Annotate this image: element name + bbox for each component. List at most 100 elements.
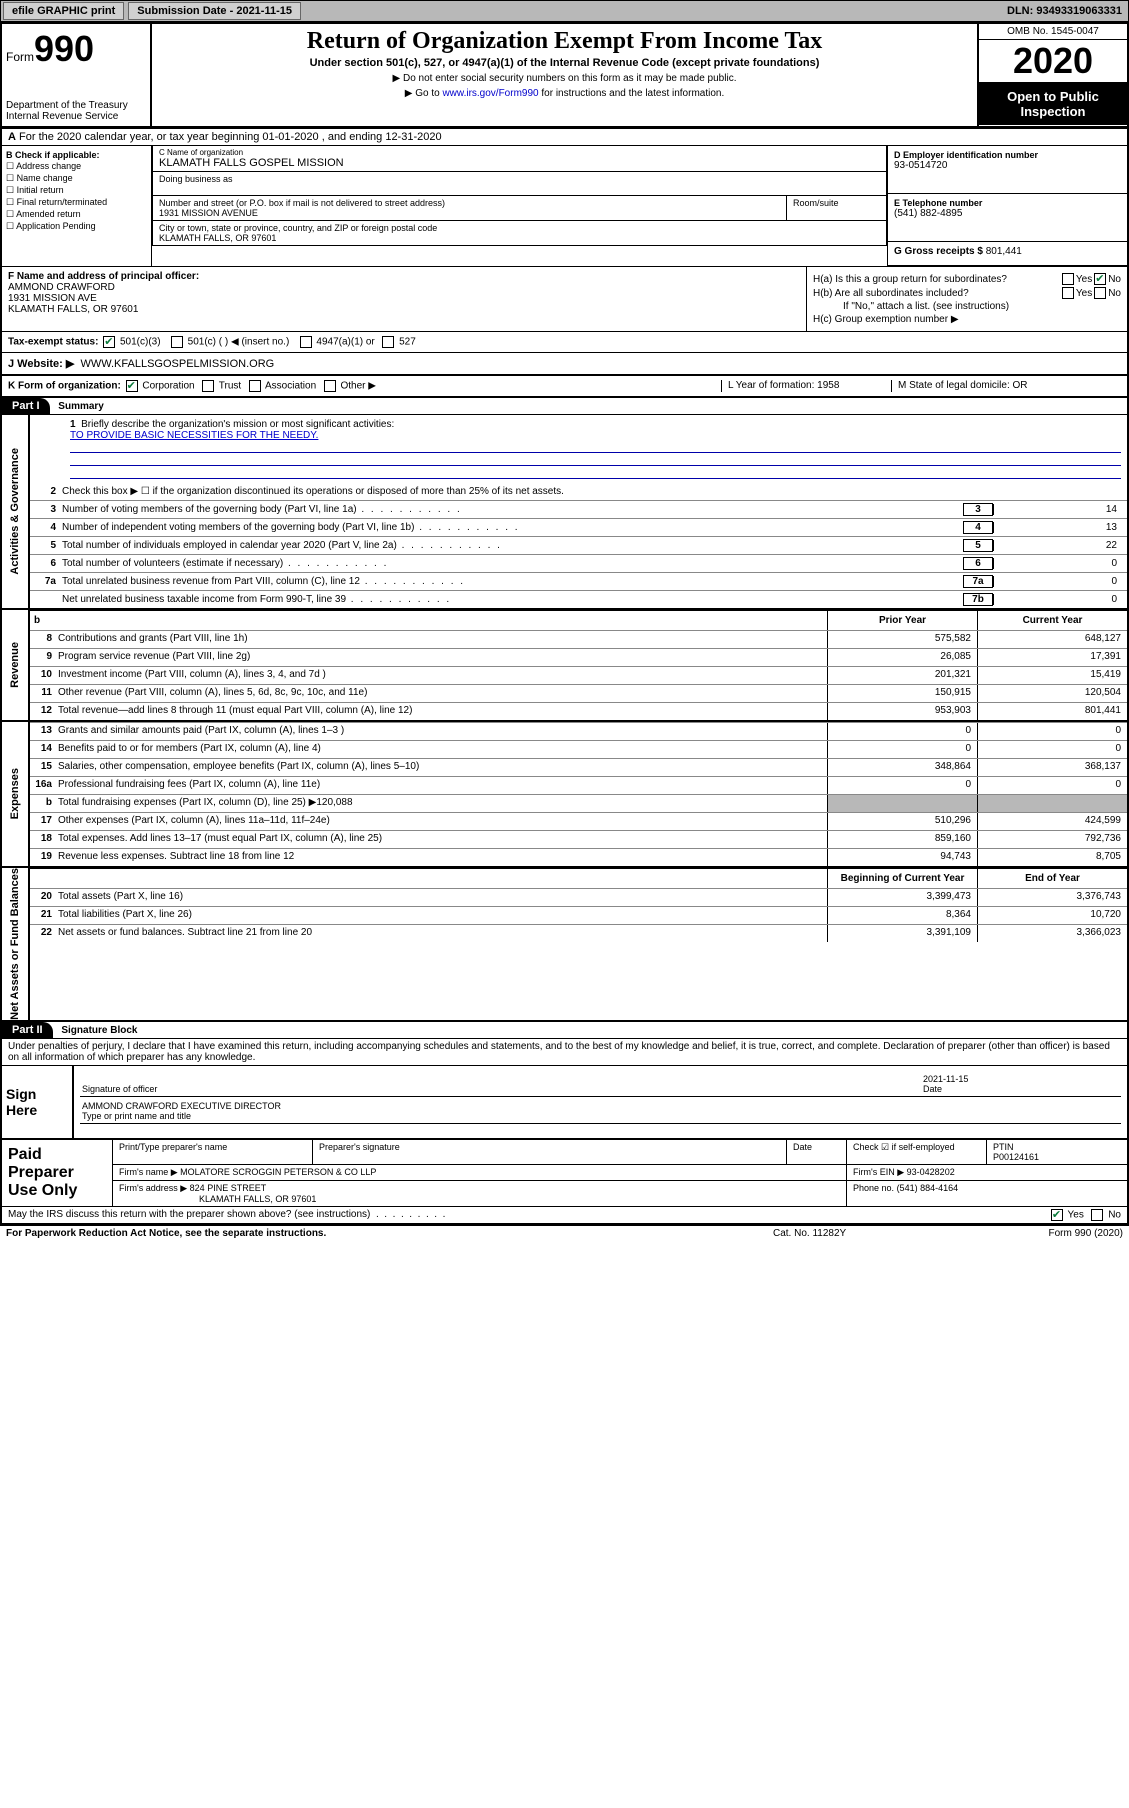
irs-no[interactable] xyxy=(1091,1209,1103,1221)
self-employed-check: Check ☑ if self-employed xyxy=(847,1140,987,1164)
part-i-header: Part I Summary xyxy=(2,398,1127,415)
gov-line-5: 5Total number of individuals employed in… xyxy=(30,536,1127,554)
form-ref: Form 990 (2020) xyxy=(973,1228,1123,1239)
sig-officer: Signature of officer xyxy=(80,1072,921,1096)
rev-line-8: 8Contributions and grants (Part VIII, li… xyxy=(30,630,1127,648)
chk-amended[interactable]: ☐ Amended return xyxy=(6,209,147,220)
side-governance: Activities & Governance xyxy=(2,415,30,608)
ptin-box: PTINP00124161 xyxy=(987,1140,1127,1164)
paperwork-notice: For Paperwork Reduction Act Notice, see … xyxy=(6,1228,773,1239)
tax-year: 2020 xyxy=(979,40,1127,83)
chk-other[interactable] xyxy=(324,380,336,392)
row-i-j: Tax-exempt status: 501(c)(3) 501(c) ( ) … xyxy=(2,332,1127,353)
note-link: ▶ Go to www.irs.gov/Form990 for instruct… xyxy=(156,88,973,99)
sig-declaration: Under penalties of perjury, I declare th… xyxy=(2,1039,1127,1066)
website-value: WWW.KFALLSGOSPELMISSION.ORG xyxy=(80,358,274,370)
chk-trust[interactable] xyxy=(202,380,214,392)
ha-no[interactable] xyxy=(1094,273,1106,285)
row-j-website: J Website: ▶ WWW.KFALLSGOSPELMISSION.ORG xyxy=(2,353,1127,376)
header-right: OMB No. 1545-0047 2020 Open to Public In… xyxy=(977,24,1127,126)
chk-name-change[interactable]: ☐ Name change xyxy=(6,173,147,184)
cat-no: Cat. No. 11282Y xyxy=(773,1228,973,1239)
gov-line-3: 3Number of voting members of the governi… xyxy=(30,500,1127,518)
ein-box: D Employer identification number93-05147… xyxy=(887,146,1127,194)
hb-yes[interactable] xyxy=(1062,287,1074,299)
section-net-assets: Net Assets or Fund Balances Beginning of… xyxy=(2,866,1127,1020)
chk-initial-return[interactable]: ☐ Initial return xyxy=(6,185,147,196)
net-header: Beginning of Current YearEnd of Year xyxy=(30,868,1127,888)
section-b-to-g: B Check if applicable: ☐ Address change … xyxy=(2,146,1127,267)
rev-line-9: 9Program service revenue (Part VIII, lin… xyxy=(30,648,1127,666)
tax-exempt-status: Tax-exempt status: 501(c)(3) 501(c) ( ) … xyxy=(2,332,1127,352)
chk-501c[interactable] xyxy=(171,336,183,348)
chk-corp[interactable] xyxy=(126,380,138,392)
ein-value: 93-0514720 xyxy=(894,160,1121,171)
firm-name-box: Firm's name ▶ MOLATORE SCROGGIN PETERSON… xyxy=(113,1165,847,1180)
gov-line-6: 6Total number of volunteers (estimate if… xyxy=(30,554,1127,572)
section-revenue: Revenue bPrior YearCurrent Year 8Contrib… xyxy=(2,608,1127,720)
sig-name: AMMOND CRAWFORD EXECUTIVE DIRECTORType o… xyxy=(80,1099,1121,1123)
rev-line-10: 10Investment income (Part VIII, column (… xyxy=(30,666,1127,684)
chk-527[interactable] xyxy=(382,336,394,348)
street-value: 1931 MISSION AVENUE xyxy=(159,208,780,218)
chk-501c3[interactable] xyxy=(103,336,115,348)
firm-addr-box: Firm's address ▶ 824 PINE STREETKLAMATH … xyxy=(113,1181,847,1206)
dba-box: Doing business as xyxy=(152,172,887,196)
chk-final-return[interactable]: ☐ Final return/terminated xyxy=(6,197,147,208)
section-expenses: Expenses 13Grants and similar amounts pa… xyxy=(2,720,1127,866)
irs-discuss-row: May the IRS discuss this return with the… xyxy=(2,1206,1127,1223)
net-line-22: 22Net assets or fund balances. Subtract … xyxy=(30,924,1127,942)
note-ssn: ▶ Do not enter social security numbers o… xyxy=(156,73,973,84)
chk-assoc[interactable] xyxy=(249,380,261,392)
col-h: H(a) Is this a group return for subordin… xyxy=(807,267,1127,331)
rev-line-12: 12Total revenue—add lines 8 through 11 (… xyxy=(30,702,1127,720)
chk-4947[interactable] xyxy=(300,336,312,348)
sig-date: 2021-11-15Date xyxy=(921,1072,1121,1096)
phone-box: E Telephone number(541) 882-4895 xyxy=(887,194,1127,242)
firm-phone-box: Phone no. (541) 884-4164 xyxy=(847,1181,1127,1206)
form-subtitle: Under section 501(c), 527, or 4947(a)(1)… xyxy=(156,57,973,69)
col-d-e-g: D Employer identification number93-05147… xyxy=(887,146,1127,266)
gross-value: 801,441 xyxy=(986,246,1022,257)
gov-line-7a: 7aTotal unrelated business revenue from … xyxy=(30,572,1127,590)
header-left: Form990 Department of the Treasury Inter… xyxy=(2,24,152,126)
gov-line-7b: Net unrelated business taxable income fr… xyxy=(30,590,1127,608)
firm-ein-box: Firm's EIN ▶ 93-0428202 xyxy=(847,1165,1127,1180)
side-revenue: Revenue xyxy=(2,610,30,720)
chk-pending[interactable]: ☐ Application Pending xyxy=(6,221,147,232)
part-ii-header: Part II Signature Block xyxy=(2,1020,1127,1039)
sign-here-block: Sign Here Signature of officer2021-11-15… xyxy=(2,1066,1127,1138)
side-expenses: Expenses xyxy=(2,722,30,866)
row-a: A For the 2020 calendar year, or tax yea… xyxy=(2,129,1127,146)
chk-address-change[interactable]: ☐ Address change xyxy=(6,161,147,172)
exp-line-16a: 16aProfessional fundraising fees (Part I… xyxy=(30,776,1127,794)
exp-line-15: 15Salaries, other compensation, employee… xyxy=(30,758,1127,776)
form-990: Form990 Department of the Treasury Inter… xyxy=(0,22,1129,1225)
line-2: 2Check this box ▶ ☐ if the organization … xyxy=(30,482,1127,500)
footer: For Paperwork Reduction Act Notice, see … xyxy=(0,1225,1129,1241)
city-value: KLAMATH FALLS, OR 97601 xyxy=(159,233,880,243)
net-line-21: 21Total liabilities (Part X, line 26)8,3… xyxy=(30,906,1127,924)
city-box: City or town, state or province, country… xyxy=(153,221,886,245)
irs-yes[interactable] xyxy=(1051,1209,1063,1221)
irs-link[interactable]: www.irs.gov/Form990 xyxy=(442,88,538,99)
omb-number: OMB No. 1545-0047 xyxy=(979,24,1127,40)
section-f-h: F Name and address of principal officer:… xyxy=(2,267,1127,332)
exp-line-17: 17Other expenses (Part IX, column (A), l… xyxy=(30,812,1127,830)
ha-yes[interactable] xyxy=(1062,273,1074,285)
org-name-box: C Name of organization KLAMATH FALLS GOS… xyxy=(152,146,887,172)
phone-value: (541) 882-4895 xyxy=(894,208,1121,219)
submission-date-button[interactable]: Submission Date - 2021-11-15 xyxy=(128,2,301,20)
form-header: Form990 Department of the Treasury Inter… xyxy=(2,24,1127,129)
rev-line-11: 11Other revenue (Part VIII, column (A), … xyxy=(30,684,1127,702)
paid-preparer-label: Paid Preparer Use Only xyxy=(2,1140,112,1206)
efile-button[interactable]: efile GRAPHIC print xyxy=(3,2,124,20)
col-c: C Name of organization KLAMATH FALLS GOS… xyxy=(152,146,887,266)
street-box: Number and street (or P.O. box if mail i… xyxy=(153,196,786,220)
hb-no[interactable] xyxy=(1094,287,1106,299)
paid-preparer-block: Paid Preparer Use Only Print/Type prepar… xyxy=(2,1138,1127,1206)
open-public: Open to Public Inspection xyxy=(979,83,1127,125)
form-of-org: K Form of organization: Corporation Trus… xyxy=(8,380,721,392)
col-f-officer: F Name and address of principal officer:… xyxy=(2,267,807,331)
side-net-assets: Net Assets or Fund Balances xyxy=(2,868,30,1020)
